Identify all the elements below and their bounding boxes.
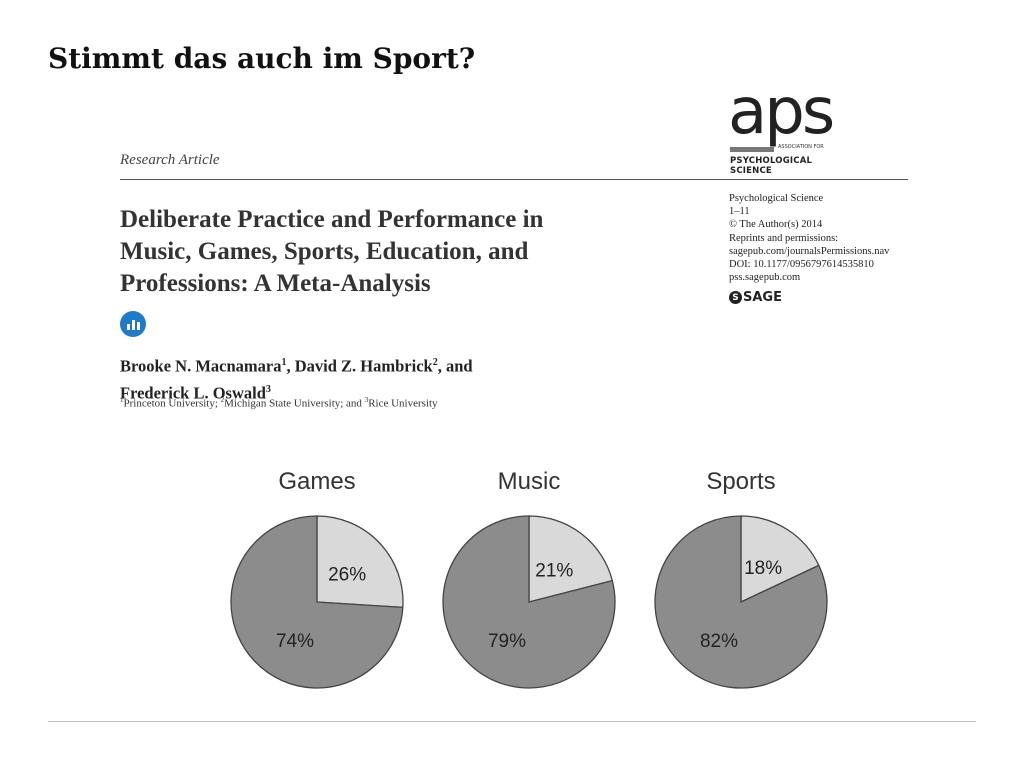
- aps-logo-name: PSYCHOLOGICAL SCIENCE: [730, 156, 813, 176]
- pie-slice: [442, 515, 616, 689]
- author-list: Brooke N. Macnamara1, David Z. Hambrick2…: [120, 351, 680, 404]
- header-divider: [120, 179, 908, 180]
- paper-title: Deliberate Practice and Performance in M…: [120, 204, 700, 300]
- pie-slice-label: 74%: [276, 631, 314, 652]
- pie-chart-sports: Sports 18% 82%: [654, 468, 828, 689]
- paper-title-line: Music, Games, Sports, Education, and: [120, 238, 529, 265]
- journal-name: Psychological Science: [729, 193, 824, 204]
- footer-divider: [48, 721, 976, 722]
- aps-logo-bar: [730, 147, 774, 152]
- sage-logo: S SAGE: [729, 290, 782, 305]
- permissions-link[interactable]: sagepub.com/journalsPermissions.nav: [729, 245, 890, 257]
- author-name: Frederick L. Oswald: [120, 383, 266, 402]
- pie-title: Sports: [706, 468, 775, 495]
- author-name: , David Z. Hambrick: [286, 356, 433, 376]
- paper-title-line: Professions: A Meta-Analysis: [120, 270, 431, 297]
- journal-url[interactable]: pss.sagepub.com: [729, 272, 801, 284]
- author-affil-mark: 2: [432, 357, 438, 368]
- pie-slice: [654, 515, 828, 689]
- pie-charts-svg: Games 26% 74% Music 21% 79% Sports 18% 82%: [230, 468, 828, 689]
- sage-logo-text: SAGE: [743, 290, 782, 305]
- pie-title: Music: [498, 468, 561, 495]
- author-affil-mark: 1: [281, 357, 287, 368]
- author-name: Brooke N. Macnamara: [120, 356, 282, 376]
- slide-title: Stimmt das auch im Sport?: [48, 42, 476, 75]
- pie-slice: [316, 515, 404, 609]
- pie-chart-games: Games 26% 74%: [230, 468, 404, 689]
- pie-slice: [528, 515, 614, 603]
- pie-slice-label: 26%: [328, 565, 366, 586]
- pie-chart-music: Music 21% 79%: [442, 468, 616, 689]
- author-affil-mark: 3: [265, 383, 271, 395]
- aps-logo: aps Association for PSYCHOLOGICAL SCIENC…: [728, 80, 852, 176]
- pie-charts: Games 26% 74% Music 21% 79% Sports 18% 82%: [200, 455, 860, 705]
- paper-title-line: Deliberate Practice and Performance in: [120, 206, 544, 233]
- pie-slice-label: 79%: [488, 631, 526, 652]
- aps-logo-letters: aps: [728, 75, 835, 149]
- pie-title: Games: [278, 468, 355, 495]
- affiliations: 1Princeton University; 2Michigan State U…: [120, 396, 438, 410]
- pie-slice-label: 21%: [535, 560, 573, 581]
- author-separator: , and: [437, 356, 473, 376]
- doi: DOI: 10.1177/0956797614535810: [729, 259, 874, 271]
- journal-meta: Psychological Science 1–11 © The Author(…: [729, 192, 889, 284]
- article-type-label: Research Article: [120, 152, 220, 168]
- pie-slice: [740, 515, 820, 604]
- pie-slice-label: 18%: [744, 558, 782, 579]
- page-range: 1–11: [729, 206, 750, 218]
- aps-logo-tagline: Association for: [778, 144, 824, 150]
- copyright: © The Author(s) 2014: [729, 219, 823, 231]
- pie-slice-label: 82%: [700, 631, 738, 652]
- crossmark-icon[interactable]: [120, 311, 146, 337]
- pie-slice: [230, 515, 404, 689]
- sage-mark-icon: S: [729, 291, 742, 304]
- reprints-label: Reprints and permissions:: [729, 232, 839, 244]
